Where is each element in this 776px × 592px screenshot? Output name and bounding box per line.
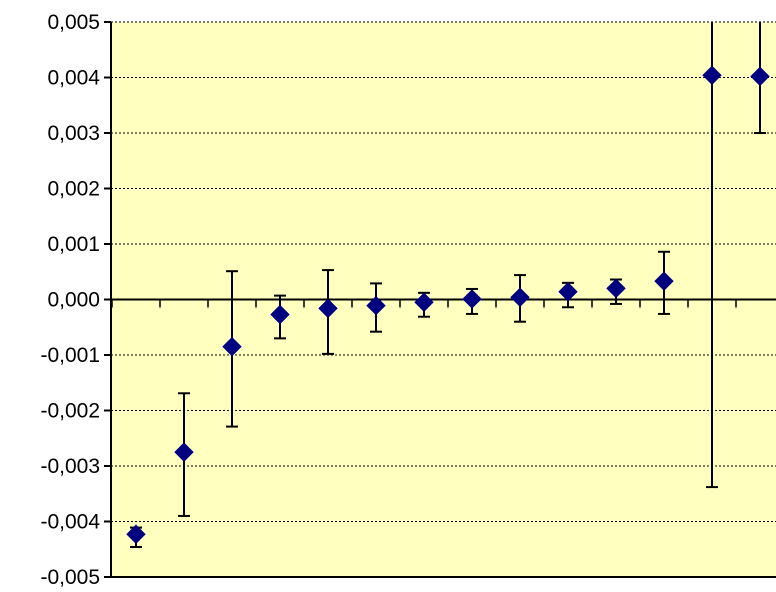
y-tick-label-2: 0,003 [47,122,100,145]
data-point-13 [702,65,722,85]
data-point-4 [270,304,290,325]
y-tick-label-0: 0,005 [47,11,100,34]
y-tick-labels: 0,005 0,004 0,003 0,002 0,001 0,000 -0,001 -0,0… [40,11,100,589]
data-point-14 [750,66,770,87]
y-tick-label-5: 0,000 [47,289,100,312]
y-tick-label-6: -0,001 [40,344,100,367]
data-point-1 [126,524,146,544]
y-tick-label-4: 0,001 [47,233,100,256]
y-tick-label-10: -0,005 [40,566,100,589]
error-bar-13 [706,22,718,489]
data-point-9 [510,287,530,307]
gridlines [111,21,776,522]
x-axis [111,298,776,308]
data-point-3 [222,336,242,357]
data-point-2 [174,442,194,462]
y-tick-label-7: -0,002 [40,400,100,423]
data-points [126,65,770,544]
data-point-5 [318,298,338,319]
y-tick-label-9: -0,004 [40,511,100,534]
y-tick-label-1: 0,004 [47,67,100,90]
data-point-12 [654,271,674,291]
data-point-11 [606,278,626,299]
y-tick-label-8: -0,003 [40,455,100,478]
data-point-7 [414,292,434,312]
y-tick-label-3: 0,002 [47,178,100,201]
data-point-6 [366,295,386,316]
data-point-10 [558,282,578,302]
data-point-8 [462,289,482,309]
